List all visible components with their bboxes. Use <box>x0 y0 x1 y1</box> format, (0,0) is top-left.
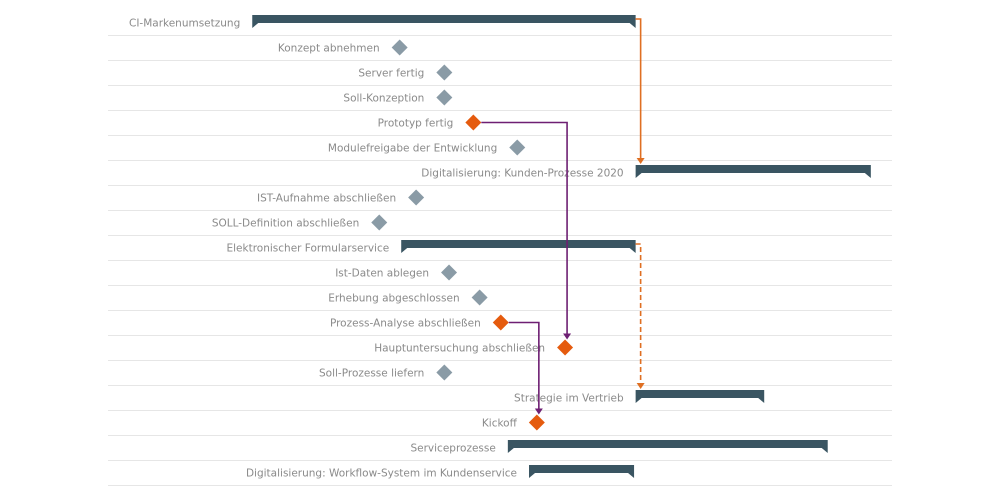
dependency-line <box>508 321 540 410</box>
item-label: SOLL-Definition abschließen <box>212 218 359 230</box>
item-label: Erhebung abgeschlossen <box>328 293 459 305</box>
milestone-diamond <box>509 139 526 156</box>
dependency-line <box>635 18 642 159</box>
task-bar <box>401 240 636 253</box>
item-label: Digitalisierung: Kunden-Prozesse 2020 <box>421 168 623 180</box>
item-label: IST-Aufnahme abschließen <box>257 193 396 205</box>
item-label: Prozess-Analyse abschließen <box>330 318 481 330</box>
item-label: Hauptuntersuchung abschließen <box>374 343 545 355</box>
critical-milestone-diamond <box>557 339 574 356</box>
milestone-diamond <box>471 289 488 306</box>
item-label: Server fertig <box>358 68 424 80</box>
item-label: Serviceprozesse <box>410 443 495 455</box>
item-label: Strategie im Vertrieb <box>514 393 624 405</box>
item-label: Kickoff <box>482 418 518 430</box>
milestone-diamond <box>391 39 408 56</box>
task-bar <box>529 465 635 478</box>
dependency-arrowhead <box>534 408 543 415</box>
dependency-line <box>481 121 568 335</box>
item-label: Konzept abnehmen <box>278 43 380 55</box>
item-label: Modulefreigabe der Entwicklung <box>328 143 497 155</box>
critical-milestone-diamond <box>528 414 545 431</box>
task-bar <box>252 15 636 28</box>
item-label: Soll-Prozesse liefern <box>319 368 424 380</box>
milestone-diamond <box>436 64 453 81</box>
item-label: Prototyp fertig <box>378 118 454 130</box>
critical-milestone-diamond <box>465 114 482 131</box>
dependency-line <box>635 243 642 384</box>
milestone-diamond <box>436 364 453 381</box>
task-bar <box>507 440 828 453</box>
task-bar <box>635 390 765 403</box>
milestone-diamond <box>436 89 453 106</box>
item-label: Ist-Daten ablegen <box>335 268 429 280</box>
dependency-arrowhead <box>636 383 645 389</box>
milestone-diamond <box>408 189 425 206</box>
milestone-diamond <box>371 214 388 231</box>
item-label: Elektronischer Formularservice <box>227 243 390 255</box>
item-label: Soll-Konzeption <box>343 93 424 105</box>
milestone-diamond <box>441 264 458 281</box>
dependency-arrowhead <box>636 158 645 164</box>
task-bar <box>635 165 871 178</box>
dependency-arrowhead <box>563 333 572 340</box>
item-label: CI-Markenumsetzung <box>129 18 240 30</box>
item-label: Digitalisierung: Workflow-System im Kund… <box>246 468 517 480</box>
critical-milestone-diamond <box>492 314 509 331</box>
